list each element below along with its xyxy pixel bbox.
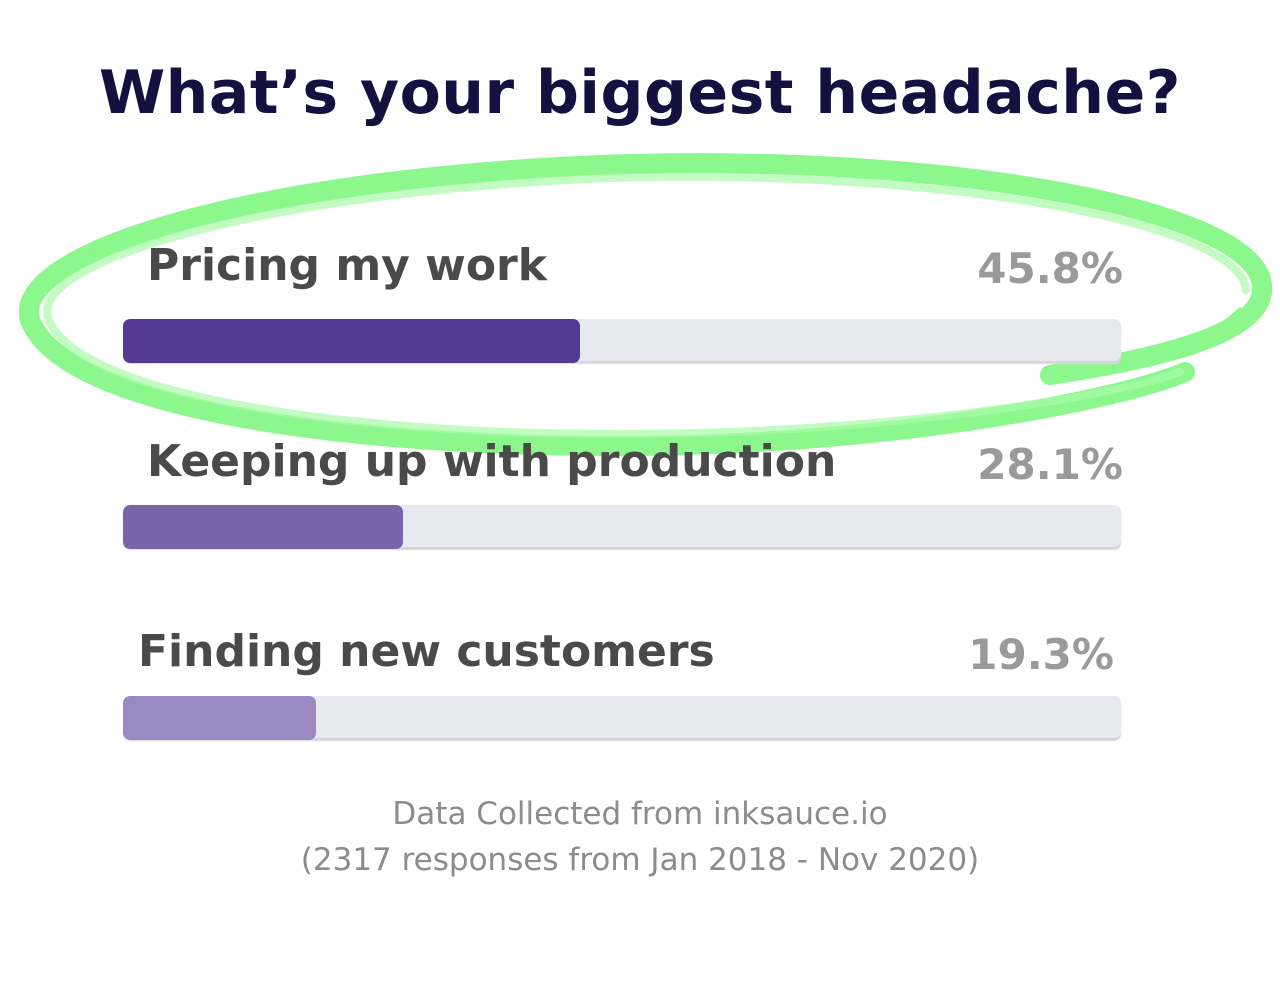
bar bbox=[123, 505, 404, 549]
data-label: 45.8% bbox=[977, 244, 1123, 293]
category-label: Pricing my work bbox=[147, 240, 548, 291]
bar bbox=[123, 319, 581, 363]
category-label: Keeping up with production bbox=[147, 436, 837, 487]
bar-track bbox=[123, 696, 1121, 740]
bar bbox=[123, 696, 316, 740]
data-label: 19.3% bbox=[968, 630, 1114, 679]
data-label: 28.1% bbox=[977, 440, 1123, 489]
footnote-line-2: (2317 responses from Jan 2018 - Nov 2020… bbox=[300, 842, 980, 878]
chart-title: What’s your biggest headache? bbox=[99, 58, 1181, 128]
footnote-line-1: Data Collected from inksauce.io bbox=[392, 796, 888, 832]
bar-track bbox=[123, 505, 1121, 549]
category-label: Finding new customers bbox=[138, 626, 715, 677]
bar-track bbox=[123, 319, 1121, 363]
